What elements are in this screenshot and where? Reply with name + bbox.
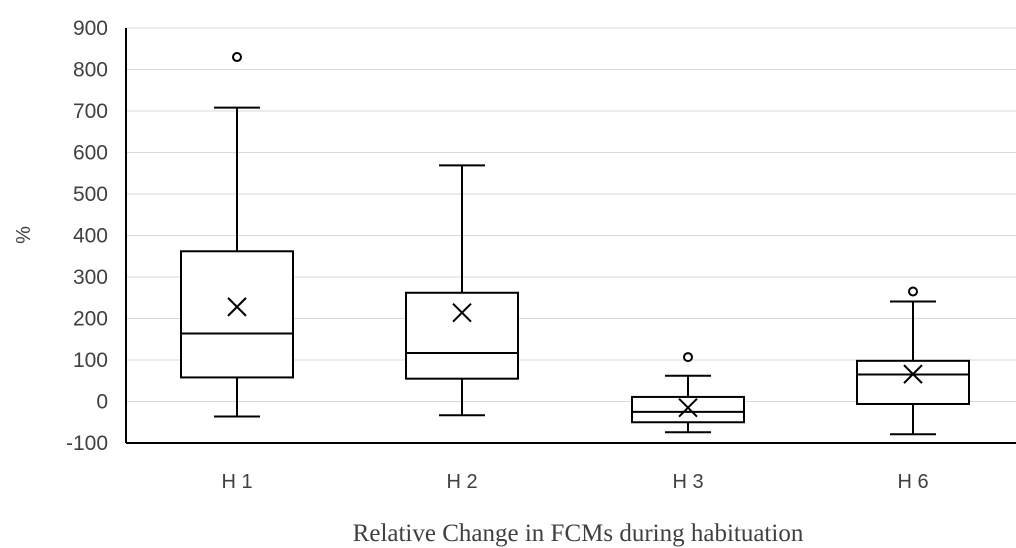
y-tick-label: 800 [73, 59, 108, 82]
mean-marker [452, 302, 472, 323]
mean-marker [678, 398, 698, 418]
box-iqr [856, 359, 970, 405]
x-tick-label: H 1 [221, 471, 252, 493]
y-tick-label: 100 [73, 349, 108, 372]
outlier-point [908, 286, 918, 297]
y-tick-label: 600 [73, 142, 108, 165]
x-tick-label: H 3 [672, 471, 703, 493]
x-axis-tick-labels: H 1 H 2 H 3 H 6 [221, 471, 928, 493]
box-2 [405, 164, 519, 417]
y-tick-label: 200 [73, 308, 108, 331]
box-1 [180, 52, 294, 418]
y-tick-label: -100 [66, 432, 108, 455]
y-tick-label: 700 [73, 100, 108, 123]
mean-marker [903, 364, 923, 384]
axes [125, 28, 1016, 444]
mean-marker [227, 297, 247, 317]
x-tick-label: H 6 [897, 471, 928, 493]
y-tick-label: 900 [73, 17, 108, 40]
box-iqr [180, 250, 294, 379]
y-tick-label: 400 [73, 225, 108, 248]
y-axis-tick-labels: -100 0 100 200 300 400 500 600 700 800 900 [66, 17, 108, 455]
outlier-point [232, 52, 242, 63]
y-tick-label: 300 [73, 266, 108, 289]
y-tick-label: 500 [73, 183, 108, 206]
box-iqr [405, 291, 519, 380]
box-series [180, 52, 970, 436]
box-3 [631, 352, 745, 434]
y-tick-label: 0 [96, 391, 108, 414]
box-iqr [631, 395, 745, 424]
outlier-point [683, 352, 693, 363]
y-axis-title: % [13, 226, 35, 244]
x-axis-title: Relative Change in FCMs during habituati… [353, 520, 804, 547]
x-tick-label: H 2 [446, 471, 477, 493]
box-4 [856, 286, 970, 436]
